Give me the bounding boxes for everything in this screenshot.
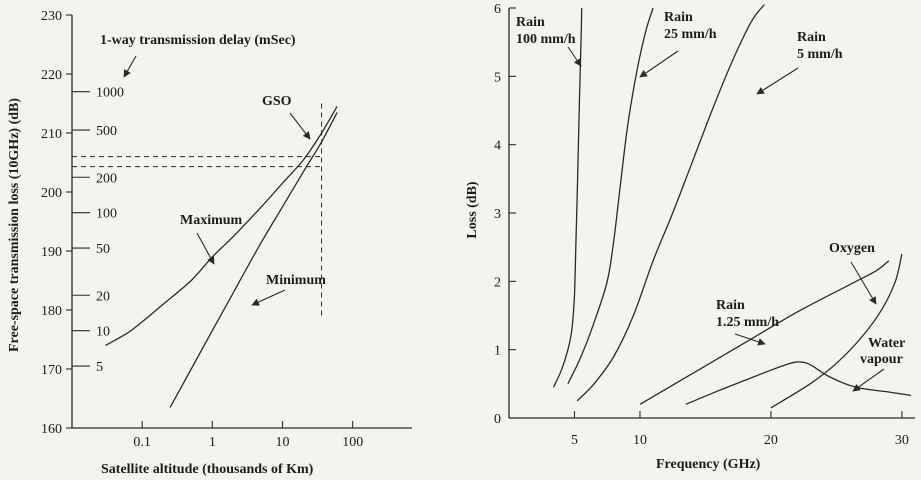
series-line-maximum	[105, 106, 338, 346]
right-y-ticks: 0 1 2 3 4 5 6	[494, 2, 516, 427]
minimum-arrow	[251, 289, 286, 306]
delay-axis-arrow	[123, 55, 137, 78]
series-label-minimum: Minimum	[266, 273, 326, 288]
left-x-axis-label: Satellite altitude (thousands of Km)	[101, 462, 314, 477]
arrow-rain-5	[756, 67, 799, 95]
left-y-tick-label: 200	[41, 186, 62, 201]
gso-label: GSO	[262, 94, 292, 109]
delay-tick-label: 50	[96, 242, 110, 257]
label-rain-1-25: Rain 1.25 mm/h	[716, 298, 779, 330]
series-line-rain-1-25-mm-h	[639, 260, 890, 405]
arrow-rain-100	[567, 46, 582, 67]
maximum-arrow	[196, 232, 215, 265]
left-series	[105, 106, 338, 408]
delay-tick-label: 5	[96, 360, 103, 375]
series-line-water-vapour	[685, 361, 912, 405]
right-x-tick-label: 10	[633, 433, 647, 448]
arrow-rain-1-25	[734, 333, 766, 346]
series-line-rain-5-mm-h	[576, 4, 765, 402]
delay-tick-label: 1000	[96, 86, 124, 101]
series-line-minimum	[169, 112, 338, 408]
left-y-tick-label: 160	[41, 422, 62, 437]
chart-right: 0 1 2 3 4 5 6 5 10 20 30 Rain 100 mm/h Rain 25 mm…	[465, 2, 915, 472]
delay-tick-label: 10	[96, 325, 110, 340]
right-x-tick-label: 20	[764, 433, 778, 448]
label-rain-100: Rain 100 mm/h	[516, 15, 576, 47]
left-y-tick-label: 190	[41, 245, 62, 260]
right-series	[552, 4, 912, 409]
right-y-tick-label: 0	[494, 412, 501, 427]
label-rain-25: Rain 25 mm/h	[664, 10, 717, 42]
series-line-rain-100-mm-h	[552, 7, 583, 388]
arrow-water-vapour	[852, 368, 885, 392]
series-label-maximum: Maximum	[180, 213, 243, 228]
left-y-axis-label: Free-space transmission loss (10GHz) (dB…	[7, 98, 22, 352]
left-y-tick-label: 230	[41, 9, 62, 24]
left-x-ticks: 0.1 1 10 100	[133, 421, 363, 450]
left-y-ticks: 160 170 180 190 200 210 220 230	[41, 9, 72, 437]
delay-axis-label: 1-way transmission delay (mSec)	[100, 33, 296, 48]
delay-axis: 1000 500 200 100 50 20 10 5	[72, 86, 124, 375]
delay-tick-label: 200	[96, 171, 117, 186]
series-line-rain-25-mm-h	[567, 7, 654, 385]
gso-guides	[72, 103, 323, 319]
left-y-tick-label: 220	[41, 68, 62, 83]
right-y-tick-label: 3	[494, 207, 501, 222]
delay-tick-label: 20	[96, 289, 110, 304]
delay-tick-label: 500	[96, 124, 117, 139]
gso-arrow	[289, 112, 311, 140]
delay-tick-label: 100	[96, 207, 117, 222]
left-x-tick-label: 10	[276, 435, 290, 450]
left-y-tick-label: 210	[41, 127, 62, 142]
left-y-tick-label: 170	[41, 363, 62, 378]
right-x-axis-label: Frequency (GHz)	[656, 457, 761, 472]
series-line-oxygen	[770, 253, 903, 409]
right-y-axis-label: Loss (dB)	[465, 181, 480, 239]
right-x-tick-label: 5	[571, 433, 578, 448]
right-x-ticks: 5 10 20 30	[571, 411, 909, 448]
right-y-tick-label: 6	[494, 2, 501, 17]
left-x-tick-label: 0.1	[133, 435, 151, 450]
label-rain-5: Rain 5 mm/h	[797, 30, 843, 62]
right-y-tick-label: 5	[494, 70, 501, 85]
left-x-tick-label: 1	[209, 435, 216, 450]
chart-left: 160 170 180 190 200 210 220 230 0.1 1 10 100 1000 5…	[7, 9, 412, 477]
label-water-vapour: Water vapour	[860, 336, 909, 367]
label-oxygen: Oxygen	[829, 241, 875, 256]
left-x-tick-label: 100	[342, 435, 363, 450]
right-y-tick-label: 1	[494, 344, 501, 359]
right-y-tick-label: 4	[494, 139, 501, 154]
left-y-tick-label: 180	[41, 304, 62, 319]
arrow-rain-25	[639, 50, 679, 78]
arrow-oxygen	[850, 261, 877, 305]
right-x-tick-label: 30	[895, 433, 909, 448]
right-y-tick-label: 2	[494, 275, 501, 290]
